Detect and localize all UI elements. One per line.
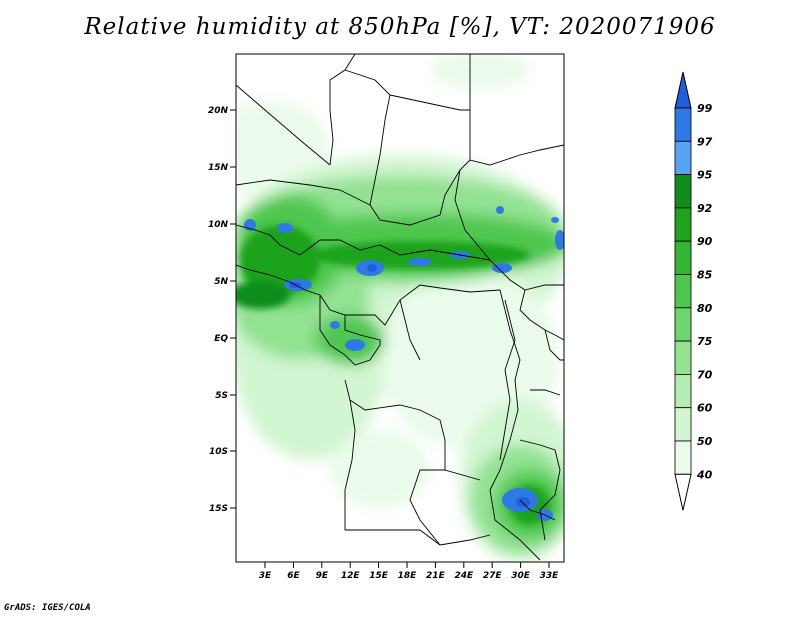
colorbar-bin <box>674 440 692 475</box>
lon-label: 12E <box>341 571 361 581</box>
colorbar-label: 97 <box>697 135 713 148</box>
lon-label: 3E <box>259 571 272 581</box>
colorbar-min-triangle <box>674 473 692 511</box>
lat-label: 5N <box>214 277 228 287</box>
lon-label: 21E <box>426 571 446 581</box>
lat-label: 10N <box>208 220 229 230</box>
lon-label: 6E <box>287 571 300 581</box>
chart-title: Relative humidity at 850hPa [%], VT: 202… <box>84 14 716 40</box>
colorbar-label: 99 <box>697 102 713 115</box>
lon-label: 33E <box>540 571 560 581</box>
colorbar-label: 75 <box>697 335 713 348</box>
humidity-field <box>236 54 564 562</box>
lat-label: 10S <box>209 447 228 457</box>
colorbar-bin <box>674 140 692 176</box>
colorbar-bin <box>674 407 692 442</box>
lon-label: 30E <box>511 571 531 581</box>
lon-label: 9E <box>316 571 329 581</box>
credit-text: GrADS: IGES/COLA <box>4 603 91 613</box>
colorbar-bin <box>674 240 692 275</box>
colorbar-label: 95 <box>697 169 713 182</box>
lat-label: 15S <box>209 504 228 514</box>
latitude-axis: 20N 15N 10N 5N EQ 5S 10S 15S <box>208 106 236 514</box>
colorbar-label: 50 <box>697 435 713 448</box>
lon-label: 24E <box>454 571 474 581</box>
colorbar-bin <box>674 174 692 209</box>
colorbar-bin <box>674 307 692 342</box>
colorbar-max-triangle <box>674 71 692 109</box>
colorbar-label: 92 <box>697 202 713 215</box>
country-borders <box>236 54 564 561</box>
colorbar-label: 60 <box>697 402 713 415</box>
lat-label: 5S <box>215 391 228 401</box>
colorbar-bin <box>674 373 692 409</box>
longitude-axis: 3E 6E 9E 12E 15E 18E 21E 24E 27E 30E 33E <box>259 562 559 581</box>
colorbar-label: 90 <box>697 235 713 248</box>
colorbar-label: 40 <box>696 468 713 481</box>
colorbar-bin <box>674 107 692 142</box>
colorbar-bin <box>674 274 692 309</box>
colorbar-bin <box>674 340 692 375</box>
lat-label: 15N <box>208 163 229 173</box>
map-frame <box>235 53 565 563</box>
lon-label: 27E <box>483 571 503 581</box>
lat-label: 20N <box>208 106 229 116</box>
colorbar: 99 97 95 92 90 85 80 75 70 60 50 40 <box>674 71 713 511</box>
colorbar-label: 85 <box>697 269 713 282</box>
colorbar-label: 80 <box>697 302 713 315</box>
colorbar-label: 70 <box>697 368 713 381</box>
lon-label: 18E <box>398 571 418 581</box>
lat-label: EQ <box>214 334 228 344</box>
lon-label: 15E <box>369 571 389 581</box>
colorbar-bin <box>674 207 692 242</box>
